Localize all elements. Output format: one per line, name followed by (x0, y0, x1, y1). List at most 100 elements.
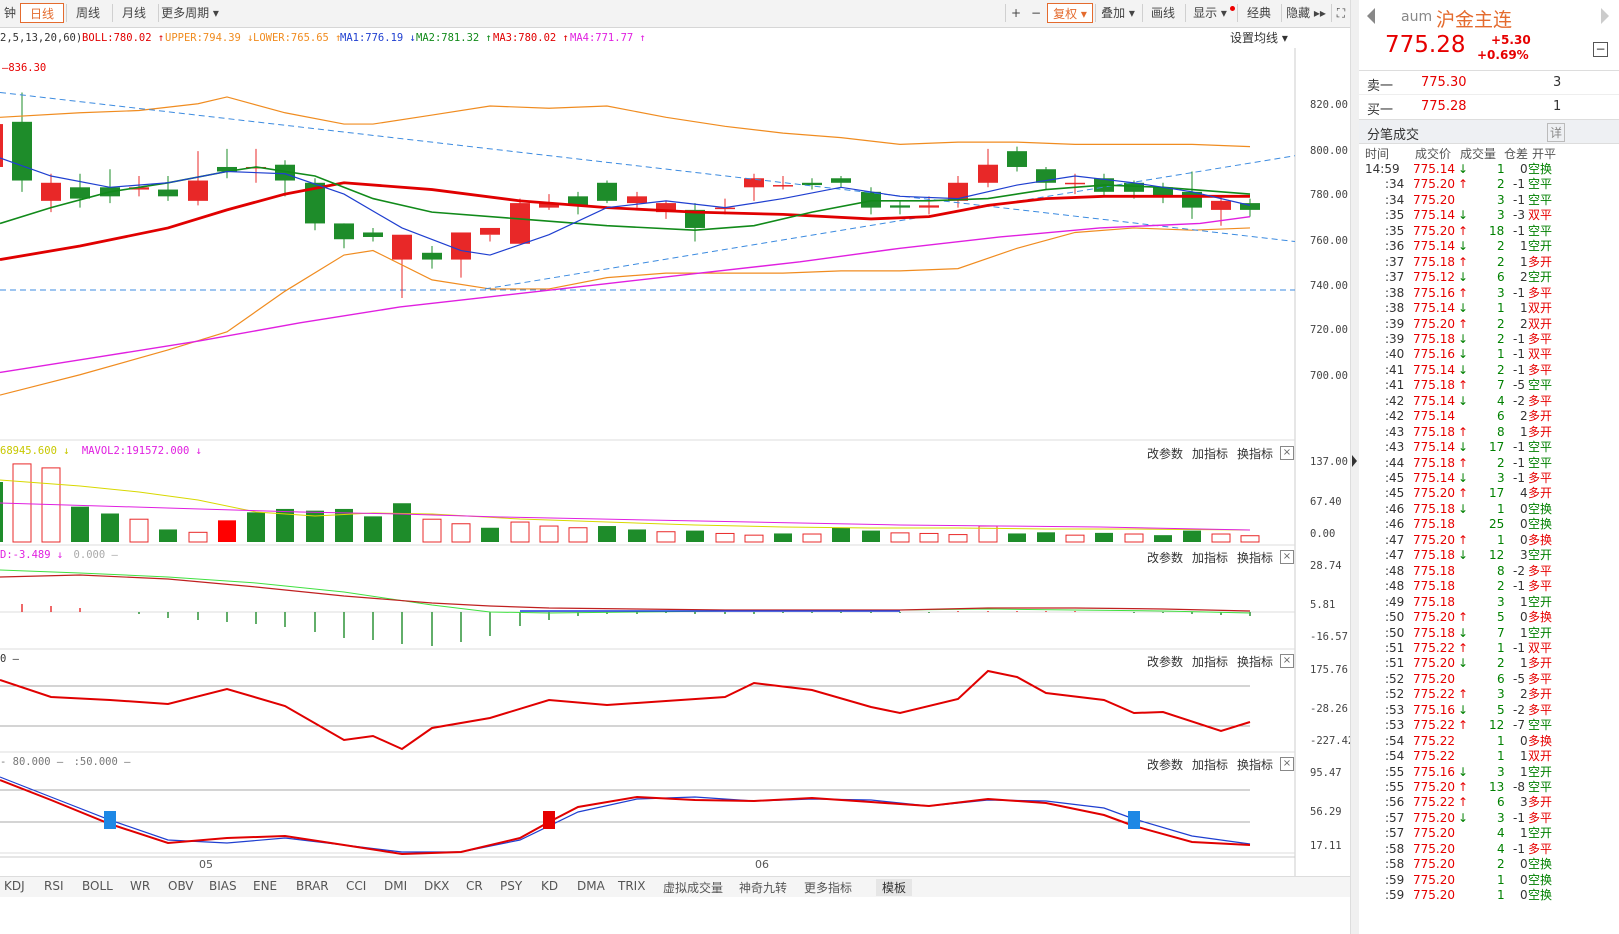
tick-row: :39 775.20 ↑ 2 2 双开 (1365, 317, 1619, 333)
panel-tool-c[interactable]: 换指标 (1237, 758, 1274, 772)
toolbar-tab-9[interactable]: 画线 (1150, 6, 1175, 20)
tick-cell: ↑ (1458, 285, 1469, 300)
tick-cell: 0 (1520, 733, 1528, 748)
panel-tool-c[interactable]: 换指标 (1237, 447, 1274, 461)
tick-cell: 775.22 (1413, 749, 1455, 764)
collapse-button[interactable]: − (1593, 42, 1608, 57)
volume-bar (568, 527, 588, 543)
kline-chart[interactable]: 05 06 (0, 48, 1350, 898)
indicator-tab-OBV[interactable]: OBV (168, 879, 194, 893)
tick-cell: 空平 (1528, 440, 1553, 455)
indicator-tab-更多指标[interactable]: 更多指标 (804, 881, 853, 895)
tick-row: :45 775.14 ↓ 3 -1 多平 (1365, 471, 1619, 487)
toolbar-tab-13[interactable]: ⛶ (1336, 6, 1346, 20)
indicator-tab-DMI[interactable]: DMI (384, 879, 408, 893)
toolbar-tab-5[interactable]: + (1010, 6, 1022, 20)
indicator-tab-DKX[interactable]: DKX (424, 879, 450, 893)
tick-cell: :49 (1385, 594, 1405, 609)
volume-bar (1240, 535, 1260, 543)
panel-tool-b[interactable]: 加指标 (1192, 447, 1229, 461)
ticks-header-bar: 分笔成交 详 (1359, 119, 1619, 144)
indicator-tab-KD[interactable]: KD (541, 879, 559, 893)
candle-body (948, 182, 968, 201)
tick-cell: 7 (1497, 625, 1505, 640)
tick-cell: 2 (1497, 362, 1505, 377)
volume-bar (948, 534, 968, 543)
indicator-tab-BRAR[interactable]: BRAR (296, 879, 329, 893)
panel-tool-a[interactable]: 改参数 (1147, 758, 1184, 772)
tick-cell: -5 (1513, 671, 1525, 686)
indicator-tab-CCI[interactable]: CCI (346, 879, 367, 893)
close-panel-icon[interactable]: × (1280, 550, 1294, 564)
tick-row: :43 775.18 ↑ 8 1 多开 (1365, 425, 1619, 441)
indicator-tab-模板[interactable]: 模板 (876, 879, 913, 896)
close-panel-icon[interactable]: × (1280, 757, 1294, 771)
volume-bar (276, 508, 294, 542)
indicator-tab-WR[interactable]: WR (130, 879, 151, 893)
toolbar-tab-11[interactable]: 经典 (1246, 6, 1271, 20)
panel-tool-c[interactable]: 换指标 (1237, 551, 1274, 565)
tick-row: :50 775.20 ↑ 5 0 多换 (1365, 610, 1619, 626)
toolbar-tab-1[interactable]: 日线 (20, 3, 64, 23)
toolbar-tab-4[interactable]: 更多周期 ▾ (161, 6, 219, 20)
indicator-tab-CR[interactable]: CR (466, 879, 483, 893)
tick-row: :34 775.20 ↑ 2 -1 空平 (1365, 177, 1619, 193)
indicator-tab-ENE[interactable]: ENE (253, 879, 278, 893)
forward-arrow-icon[interactable] (1601, 8, 1609, 24)
ma-settings-button[interactable]: 设置均线 ▾ (1230, 31, 1288, 45)
indicator-tab-DMA[interactable]: DMA (577, 879, 605, 893)
indicator-tab-RSI[interactable]: RSI (44, 879, 64, 893)
panel-tool-c[interactable]: 换指标 (1237, 655, 1274, 669)
kdj-level1: 80.000 — (12, 756, 64, 768)
indicator-tab-虚拟成交量[interactable]: 虚拟成交量 (663, 881, 724, 895)
ticks-detail-button[interactable]: 详 (1547, 123, 1566, 142)
toolbar-tab-10[interactable]: 显示 ▾ (1193, 6, 1227, 20)
volume-bar (802, 533, 822, 543)
tick-row: :52 775.20 6 -5 多平 (1365, 672, 1619, 688)
tick-row: :34 775.20 3 -1 空平 (1365, 193, 1619, 209)
toolbar-tab-3[interactable]: 月线 (121, 6, 146, 20)
panel-divider[interactable] (1350, 0, 1359, 934)
panel-tool-b[interactable]: 加指标 (1192, 655, 1229, 669)
tick-cell: :34 (1385, 177, 1405, 192)
tick-cell: 775.18 (1413, 254, 1455, 269)
panel-tool-a[interactable]: 改参数 (1147, 551, 1184, 565)
close-panel-icon[interactable]: × (1280, 446, 1294, 460)
close-panel-icon[interactable]: × (1280, 654, 1294, 668)
tick-cell: :58 (1385, 857, 1405, 872)
indicator-tab-KDJ[interactable]: KDJ (4, 879, 25, 893)
tick-cell: 1 (1520, 239, 1528, 254)
indicator-tab-BOLL[interactable]: BOLL (82, 879, 113, 893)
panel-tool-a[interactable]: 改参数 (1147, 447, 1184, 461)
toolbar-tab-8[interactable]: 叠加 ▾ (1101, 6, 1135, 20)
indicator-axis-label: -227.42 (1310, 735, 1355, 747)
indicator-tab-TRIX[interactable]: TRIX (618, 879, 646, 893)
indicator-tab-PSY[interactable]: PSY (500, 879, 523, 893)
tick-cell: 空换 (1528, 162, 1553, 176)
tick-cell: 双开 (1528, 301, 1553, 316)
panel-tool-a[interactable]: 改参数 (1147, 655, 1184, 669)
tick-cell: 1 (1497, 749, 1505, 764)
tick-row: :54 775.22 1 0 多换 (1365, 734, 1619, 750)
vol-label: 68945.600 ↓ (0, 445, 70, 457)
back-arrow-icon[interactable] (1367, 8, 1375, 24)
tick-cell: ↓ (1458, 270, 1469, 285)
panel-tools: 改参数 加指标 换指标 (1147, 653, 1282, 670)
tick-cell: :41 (1385, 378, 1405, 393)
toolbar-tab-2[interactable]: 周线 (75, 6, 100, 20)
tick-col-header: 成交量 (1460, 147, 1497, 161)
panel-tool-b[interactable]: 加指标 (1192, 758, 1229, 772)
toolbar-tab-0[interactable]: 钟 (3, 6, 16, 20)
volume-bar (1154, 535, 1172, 542)
candle-body (685, 209, 705, 228)
candle-body (217, 166, 237, 172)
tick-cell: 空开 (1528, 239, 1553, 254)
indicator-tab-BIAS[interactable]: BIAS (209, 879, 237, 893)
panel-toggle-icon[interactable] (1352, 455, 1357, 467)
volume-bar (919, 532, 939, 543)
toolbar-tab-6[interactable]: − (1030, 6, 1042, 20)
toolbar-tab-12[interactable]: 隐藏 ▸▸ (1286, 6, 1326, 20)
panel-tool-b[interactable]: 加指标 (1192, 551, 1229, 565)
indicator-tab-神奇九转[interactable]: 神奇九转 (739, 881, 788, 895)
toolbar-tab-7[interactable]: 复权 ▾ (1047, 3, 1093, 23)
